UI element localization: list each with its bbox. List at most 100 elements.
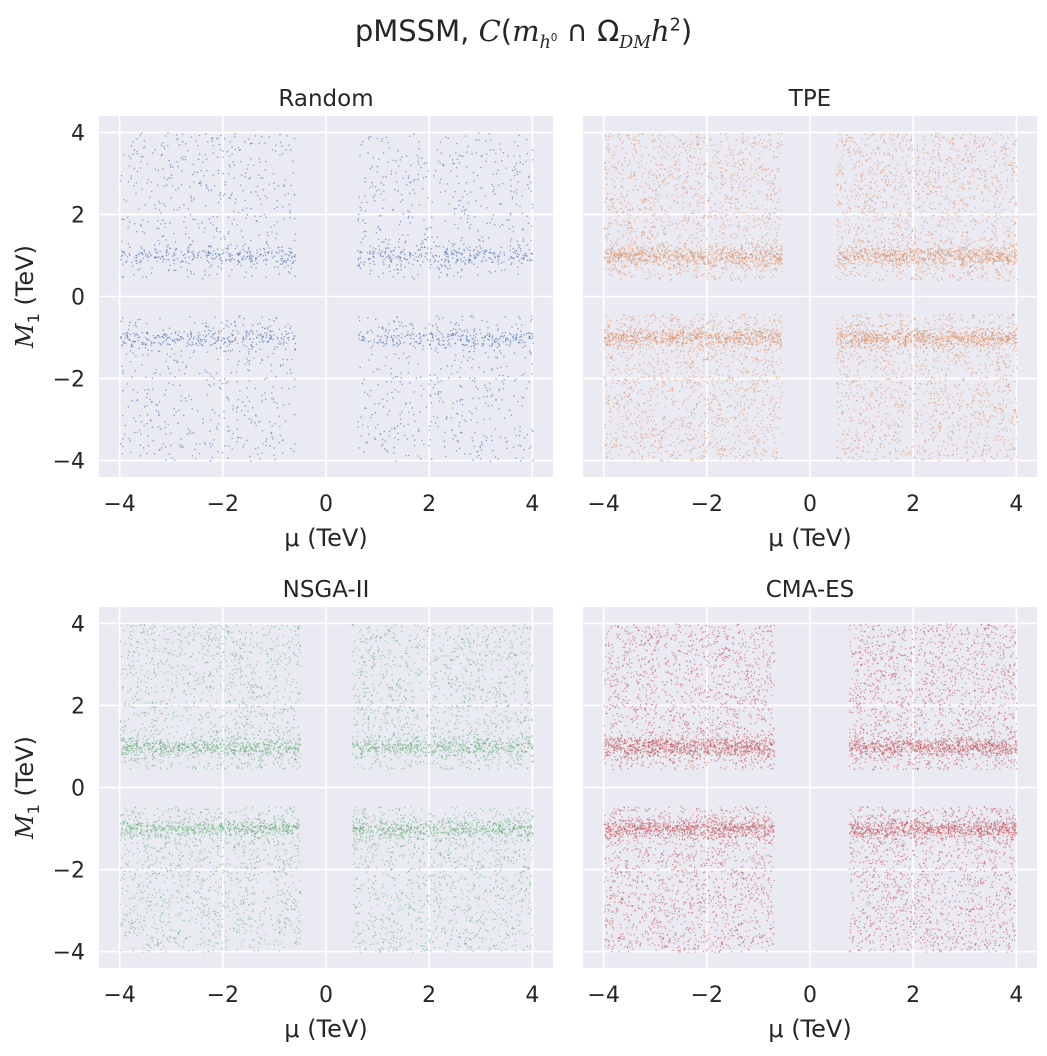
scatter-point bbox=[638, 257, 640, 260]
scatter-point bbox=[128, 324, 130, 327]
scatter-point bbox=[501, 160, 503, 162]
scatter-point bbox=[146, 414, 149, 416]
scatter-point bbox=[680, 247, 682, 249]
scatter-point bbox=[261, 339, 263, 341]
scatter-point bbox=[634, 263, 636, 266]
scatter-point bbox=[125, 200, 127, 202]
scatter-point bbox=[367, 426, 369, 428]
scatter-point bbox=[683, 191, 686, 193]
scatter-point bbox=[456, 252, 458, 254]
scatter-point bbox=[210, 330, 212, 332]
scatter-point bbox=[363, 340, 365, 342]
scatter-point bbox=[178, 331, 180, 333]
scatter-point bbox=[457, 338, 459, 341]
scatter-point bbox=[720, 259, 722, 261]
scatter-point bbox=[651, 227, 653, 229]
scatter-point bbox=[733, 237, 736, 240]
scatter-point bbox=[709, 253, 712, 255]
scatter-point bbox=[627, 135, 629, 137]
scatter-point bbox=[166, 184, 168, 186]
scatter-point bbox=[151, 400, 153, 403]
scatter-point bbox=[720, 253, 723, 256]
scatter-point bbox=[641, 267, 643, 269]
scatter-point bbox=[479, 446, 481, 449]
scatter-point bbox=[173, 253, 175, 255]
scatter-point bbox=[248, 177, 250, 180]
scatter-point bbox=[721, 175, 723, 177]
scatter-point bbox=[369, 245, 371, 247]
scatter-point bbox=[487, 332, 489, 334]
scatter-point bbox=[752, 246, 754, 248]
scatter-point bbox=[605, 252, 607, 254]
scatter-point bbox=[278, 328, 281, 330]
scatter-point bbox=[177, 165, 179, 168]
scatter-point bbox=[762, 214, 764, 216]
scatter-point bbox=[128, 328, 130, 331]
scatter-point bbox=[195, 443, 197, 445]
scatter-point bbox=[681, 152, 683, 154]
scatter-point bbox=[404, 258, 406, 260]
scatter-point bbox=[213, 333, 215, 335]
scatter-point bbox=[158, 334, 160, 337]
scatter-point bbox=[531, 259, 533, 261]
scatter-point bbox=[398, 165, 400, 167]
scatter-point bbox=[290, 267, 292, 269]
scatter-point bbox=[461, 315, 464, 318]
scatter-point bbox=[697, 137, 699, 139]
scatter-point bbox=[196, 257, 198, 259]
scatter-point bbox=[439, 245, 441, 248]
scatter-point bbox=[248, 360, 251, 362]
scatter-point bbox=[731, 255, 733, 257]
scatter-point bbox=[164, 226, 166, 228]
scatter-point bbox=[245, 337, 247, 340]
scatter-point bbox=[674, 153, 677, 155]
scatter-point bbox=[137, 269, 139, 271]
scatter-point bbox=[752, 251, 754, 253]
scatter-point bbox=[707, 175, 709, 177]
scatter-point bbox=[208, 252, 210, 255]
scatter-point bbox=[457, 441, 459, 443]
scatter-point bbox=[698, 264, 700, 266]
scatter-point bbox=[124, 333, 126, 335]
scatter-point bbox=[485, 153, 488, 155]
scatter-point bbox=[659, 278, 661, 280]
scatter-point bbox=[287, 259, 289, 261]
scatter-point bbox=[697, 180, 699, 182]
scatter-point bbox=[643, 251, 645, 253]
scatter-point bbox=[607, 256, 609, 258]
scatter-point bbox=[491, 368, 493, 370]
scatter-point bbox=[208, 384, 210, 386]
scatter-point bbox=[394, 247, 396, 249]
scatter-point bbox=[371, 331, 373, 333]
scatter-point bbox=[478, 367, 481, 369]
scatter-point bbox=[290, 184, 292, 187]
scatter-point bbox=[422, 188, 424, 190]
scatter-point bbox=[513, 258, 515, 260]
scatter-point bbox=[368, 138, 370, 140]
scatter-point bbox=[668, 217, 670, 219]
scatter-point bbox=[651, 234, 653, 236]
scatter-point bbox=[757, 179, 759, 181]
scatter-point bbox=[721, 227, 723, 229]
scatter-point bbox=[198, 342, 201, 344]
scatter-point bbox=[635, 263, 637, 265]
scatter-point bbox=[277, 185, 280, 187]
scatter-point bbox=[409, 256, 412, 258]
scatter-point bbox=[680, 254, 682, 256]
scatter-point bbox=[616, 269, 618, 271]
scatter-point bbox=[643, 233, 646, 235]
scatter-point bbox=[293, 338, 295, 340]
scatter-point bbox=[419, 254, 421, 256]
scatter-point bbox=[529, 351, 531, 354]
scatter-point bbox=[655, 189, 657, 192]
scatter-point bbox=[754, 225, 756, 227]
scatter-point bbox=[255, 330, 258, 332]
scatter-point bbox=[377, 225, 379, 227]
scatter-point bbox=[687, 270, 689, 272]
scatter-point bbox=[251, 257, 253, 259]
scatter-point bbox=[634, 263, 637, 266]
scatter-point bbox=[742, 257, 744, 259]
scatter-point bbox=[650, 257, 652, 259]
scatter-point bbox=[664, 213, 666, 216]
scatter-point bbox=[693, 252, 695, 254]
